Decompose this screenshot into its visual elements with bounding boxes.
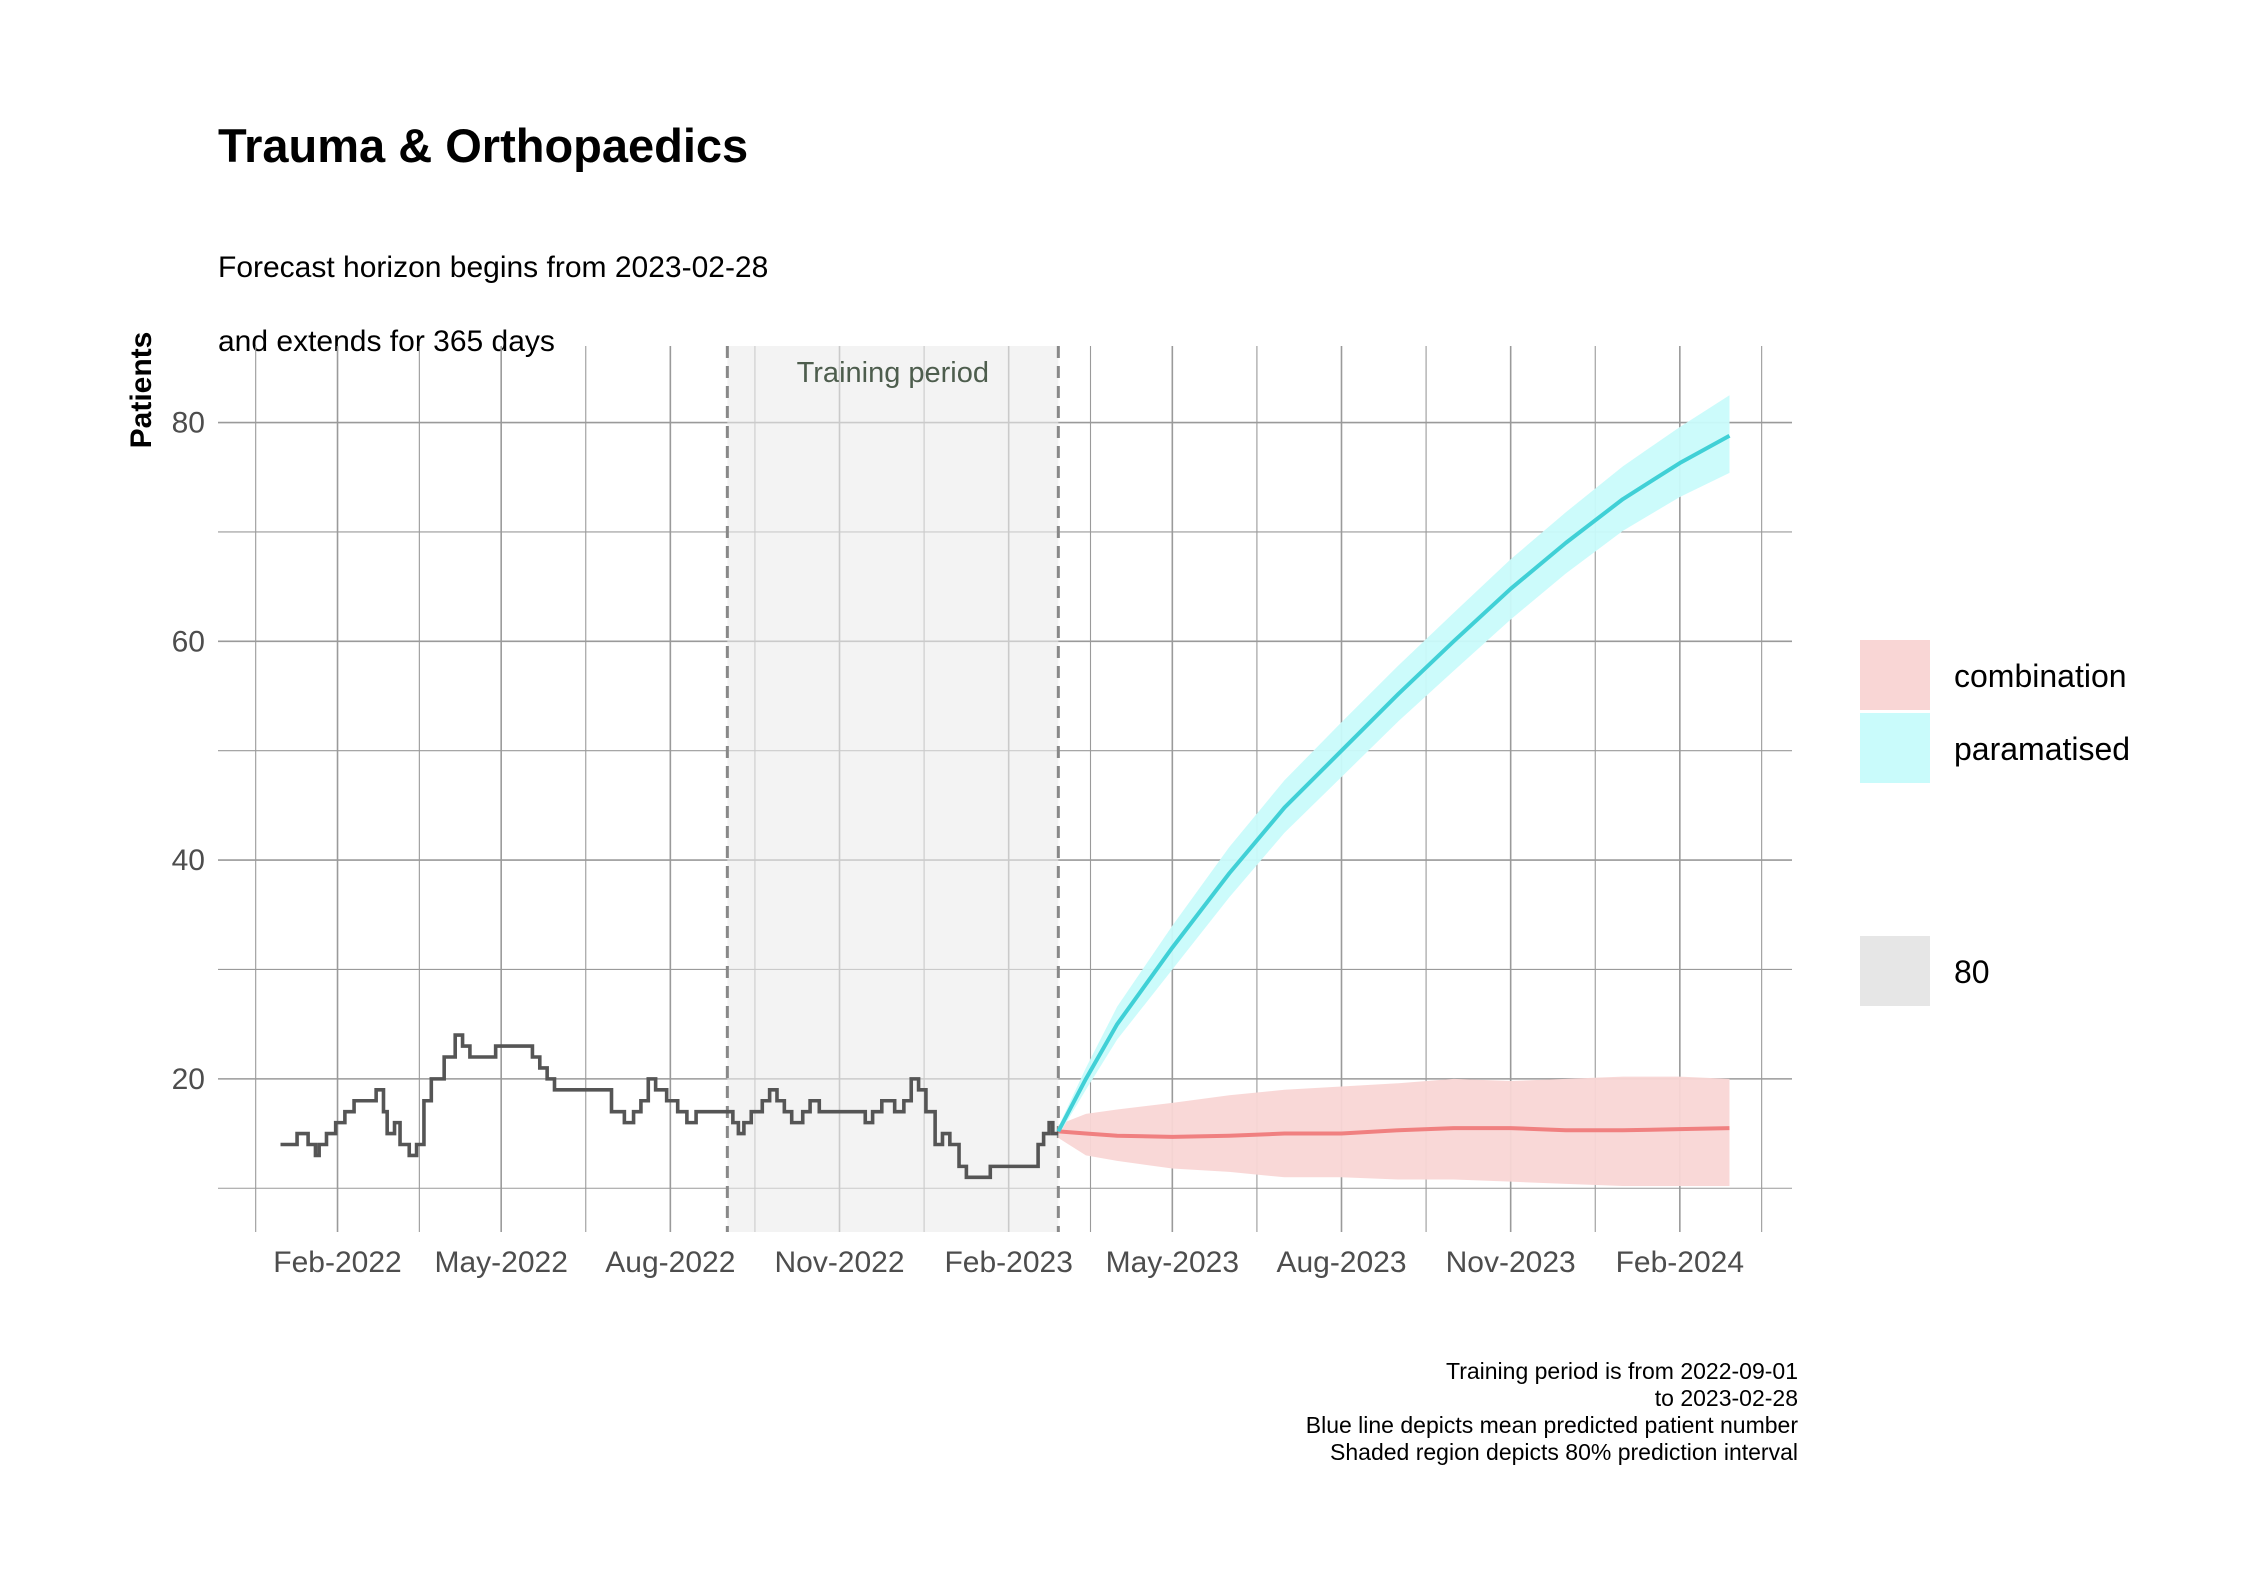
chart-subtitle: Forecast horizon begins from 2023-02-28 … xyxy=(218,212,768,397)
training-period-shade xyxy=(727,346,1059,1232)
legend-key-interval xyxy=(1860,936,1930,1006)
chart-title: Trauma & Orthopaedics xyxy=(218,119,749,172)
x-tick-label: Nov-2022 xyxy=(774,1246,904,1279)
legend: combination paramatised 80 xyxy=(1860,640,2130,1006)
y-tick-label: 60 xyxy=(172,625,205,658)
caption-line: Blue line depicts mean predicted patient… xyxy=(1305,1412,1798,1438)
x-tick-label: Nov-2023 xyxy=(1446,1246,1576,1279)
series-lines xyxy=(280,433,1731,1180)
caption-line: to 2023-02-28 xyxy=(1654,1385,1798,1411)
chart-caption: Training period is from 2022-09-01 to 20… xyxy=(1306,1358,1798,1466)
series-line-combination xyxy=(1058,1126,1730,1139)
training-period-label: Training period xyxy=(797,357,989,389)
x-tick-label: Aug-2022 xyxy=(605,1246,735,1279)
x-tick-label: Feb-2024 xyxy=(1616,1246,1744,1279)
x-tick-label: May-2023 xyxy=(1106,1246,1239,1279)
prediction-band-paramatised xyxy=(1058,395,1730,1136)
y-tick-label: 40 xyxy=(172,844,205,877)
legend-label-paramatised: paramatised xyxy=(1954,731,2130,767)
series-line-paramatised xyxy=(1056,433,1731,1133)
x-tick-label: Feb-2022 xyxy=(273,1246,401,1279)
axes: 20 40 60 80 Feb-2022 May-2022 Aug-2022 Nov-2022… xyxy=(125,332,1744,1279)
subtitle-line: and extends for 365 days xyxy=(218,325,555,358)
legend-label-combination: combination xyxy=(1954,658,2127,694)
legend-label-interval: 80 xyxy=(1954,954,1990,990)
x-tick-label: May-2022 xyxy=(434,1246,567,1279)
observed-line xyxy=(280,1033,1059,1180)
x-tick-label: Aug-2023 xyxy=(1276,1246,1406,1279)
x-tick-label: Feb-2023 xyxy=(944,1246,1072,1279)
caption-line: Shaded region depicts 80% prediction int… xyxy=(1330,1439,1798,1465)
caption-line: Training period is from 2022-09-01 xyxy=(1446,1358,1798,1384)
subtitle-line: Forecast horizon begins from 2023-02-28 xyxy=(218,251,769,284)
y-tick-label: 80 xyxy=(172,407,205,440)
y-tick-label: 20 xyxy=(172,1063,205,1096)
legend-key-paramatised xyxy=(1860,713,1930,783)
y-axis-label: Patients xyxy=(125,332,158,449)
legend-key-combination xyxy=(1860,640,1930,710)
prediction-bands xyxy=(1058,395,1730,1187)
training-period-region: Training period xyxy=(725,346,1060,1232)
